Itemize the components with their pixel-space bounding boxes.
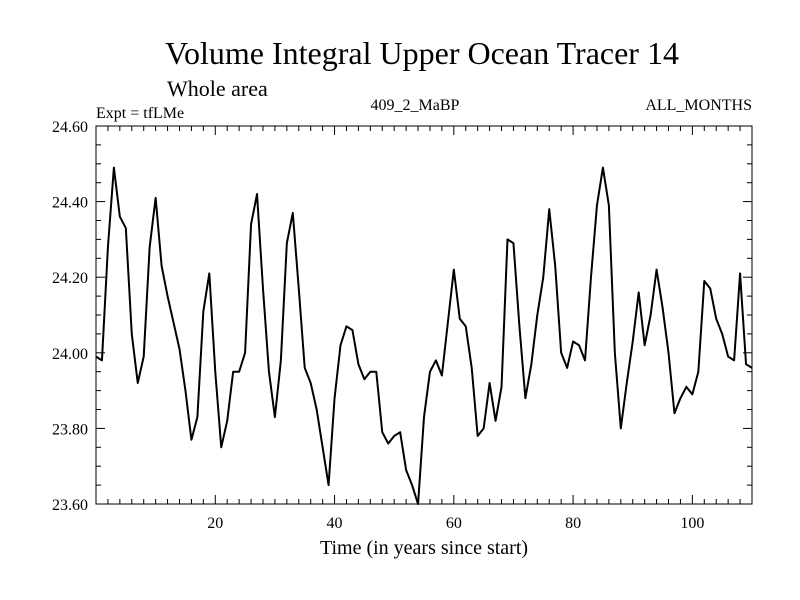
chart-subtitle: Whole area (167, 76, 268, 101)
x-tick-label: 100 (680, 515, 704, 532)
x-tick-label: 60 (446, 515, 462, 532)
x-tick-label: 20 (207, 515, 223, 532)
x-tick-labels: 20 40 60 80 100 (207, 515, 704, 532)
x-tick-label: 40 (327, 515, 343, 532)
months-label: ALL_MONTHS (645, 97, 752, 114)
chart-title: Volume Integral Upper Ocean Tracer 14 (165, 35, 679, 71)
y-tick-label: 24.20 (52, 270, 88, 287)
y-tick-label: 23.80 (52, 421, 88, 438)
series-line (95, 166, 753, 505)
axis-ticks (96, 126, 752, 504)
x-tick-label: 80 (565, 515, 581, 532)
y-tick-label: 24.40 (52, 195, 88, 212)
plot-frame (95, 125, 753, 505)
run-label: 409_2_MaBP (371, 97, 460, 114)
x-axis-title: Time (in years since start) (320, 537, 528, 559)
y-tick-labels: 23.60 23.80 24.00 24.20 24.40 24.60 (52, 119, 88, 514)
y-tick-label: 24.00 (52, 346, 88, 363)
y-tick-label: 23.60 (52, 497, 88, 514)
experiment-label: Expt = tfLMe (96, 105, 184, 122)
y-tick-label: 24.60 (52, 119, 88, 136)
